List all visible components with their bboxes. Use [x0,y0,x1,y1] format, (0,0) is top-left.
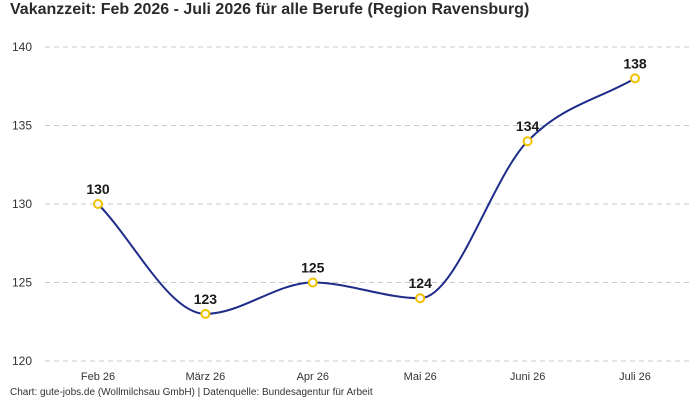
data-label: 123 [194,291,218,307]
data-labels: 130 123 125 124 134 138 [86,55,647,307]
y-axis-ticks: 120 125 130 135 140 [12,40,32,368]
data-point-marker [522,136,533,147]
x-tick-label: März 26 [186,371,226,383]
x-tick-label: Mai 26 [404,371,437,383]
y-tick-label: 120 [12,354,32,368]
data-label: 124 [409,275,433,291]
data-point-marker [630,73,640,84]
data-label: 134 [516,118,540,134]
y-tick-label: 125 [12,276,32,290]
data-label: 130 [86,181,110,197]
x-tick-label: Juni 26 [510,371,545,383]
x-tick-label: Apr 26 [297,371,329,383]
series-line [97,77,636,315]
y-tick-label: 130 [12,197,32,211]
data-point-marker [415,293,426,304]
x-tick-label: Feb 26 [81,371,115,383]
data-point-marker [307,277,318,288]
y-tick-label: 135 [12,119,32,133]
data-markers [93,73,640,319]
data-label: 125 [301,260,325,276]
x-axis-ticks: Feb 26 März 26 Apr 26 Mai 26 Juni 26 Juli 26 [81,371,651,383]
x-tick-label: Juli 26 [619,371,651,383]
data-label: 138 [623,55,647,71]
data-point-marker [200,308,211,319]
data-point-marker [93,199,103,209]
source-credit: Chart: gute-jobs.de (Wollmilchsau GmbH) … [10,387,373,398]
gridlines [45,46,690,362]
chart-title: Vakanzzeit: Feb 2026 - Juli 2026 für all… [10,1,530,18]
y-tick-label: 140 [12,40,32,54]
